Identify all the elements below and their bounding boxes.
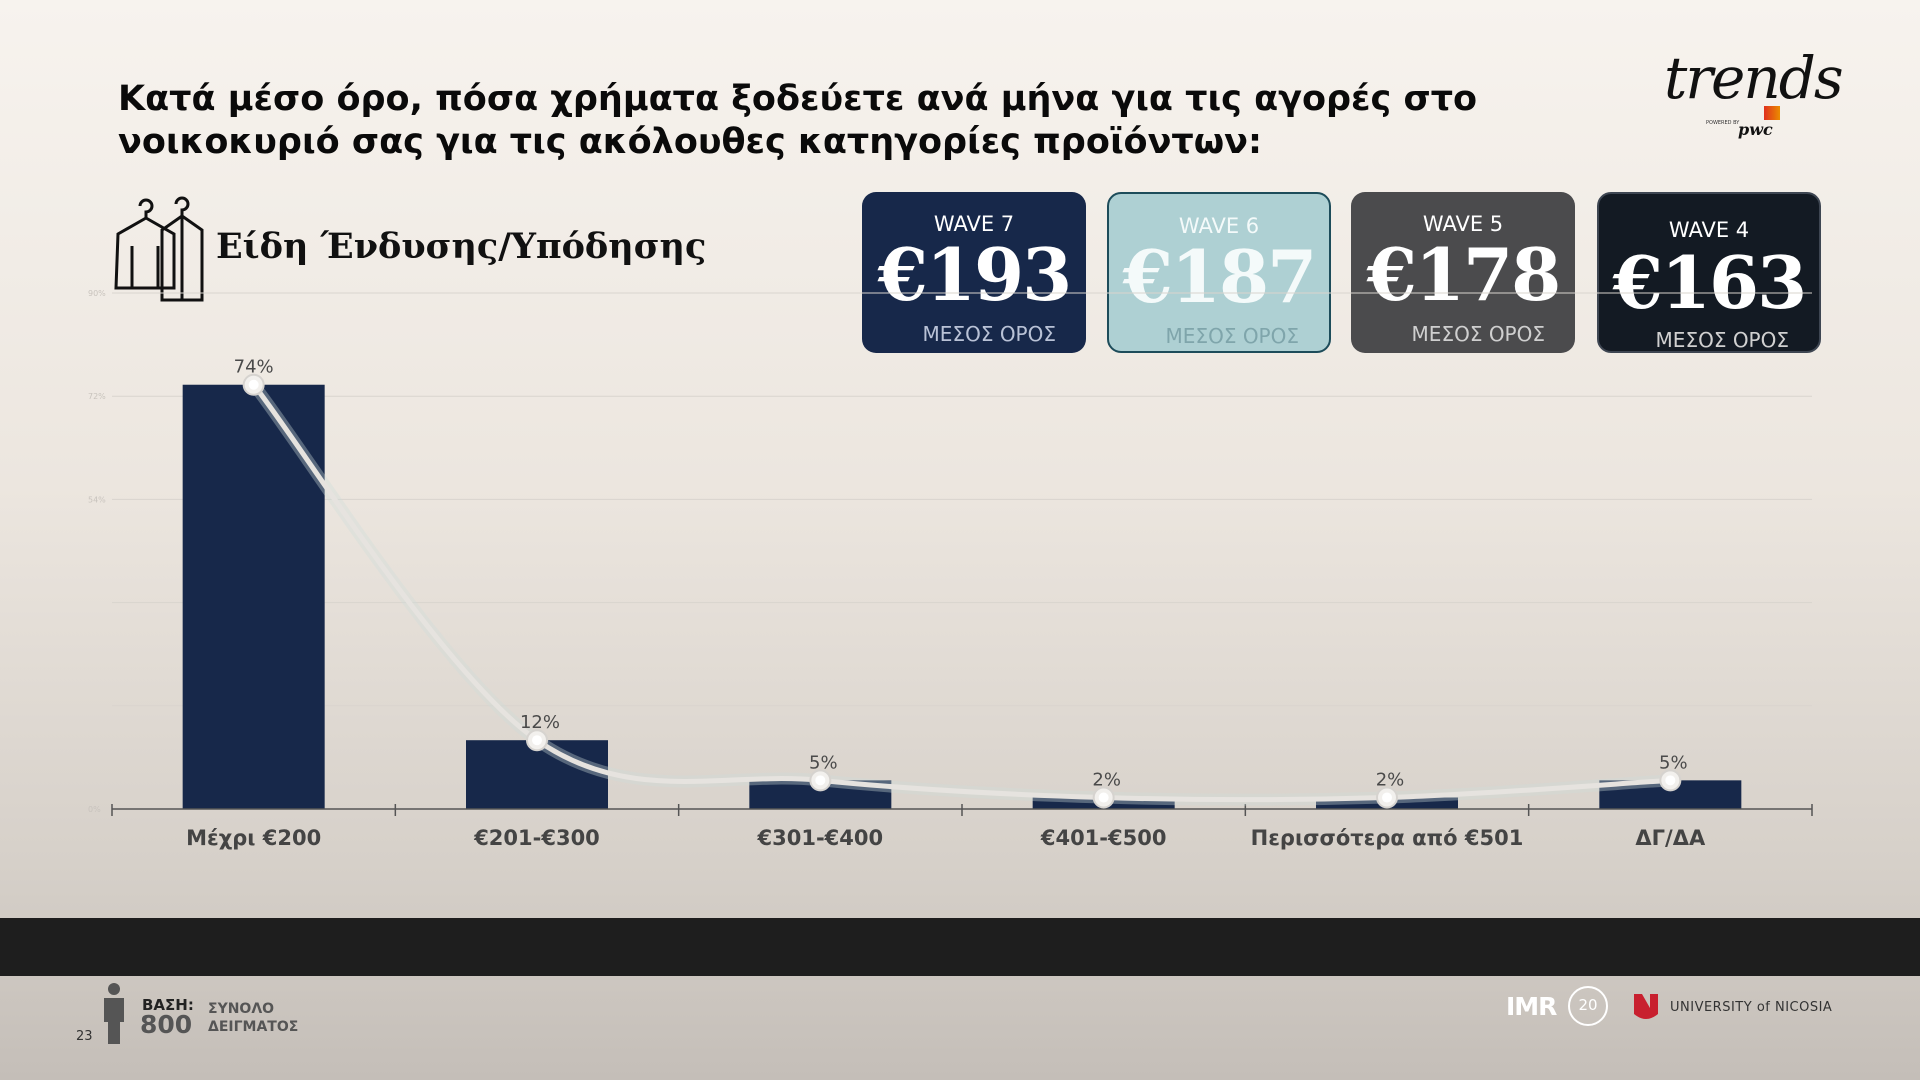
wave-sub-label: ΜΕΣΟΣ ΟΡΟΣ bbox=[922, 322, 1056, 346]
data-labels: 74% 12% 5% 2% 2% 5% bbox=[234, 357, 1688, 791]
trend-point-core bbox=[1098, 792, 1109, 803]
grid-lines: 0% 54% 72% 90% bbox=[88, 289, 1812, 814]
data-label: 5% bbox=[1659, 752, 1688, 773]
wave-4-card: WAVE 4 €163 ΜΕΣΟΣ ΟΡΟΣ bbox=[1597, 192, 1821, 353]
trend-point-core bbox=[815, 775, 826, 786]
footer-band bbox=[0, 918, 1920, 976]
data-label: 2% bbox=[1092, 770, 1121, 791]
bar-chart: 0% 54% 72% 90% Μέχρι €200 €201-€300 €301-€400… bbox=[88, 289, 1813, 850]
wave-sub-label: ΜΕΣΟΣ ΟΡΟΣ bbox=[1165, 324, 1299, 348]
x-tick-label: ΔΓ/ΔΑ bbox=[1635, 826, 1706, 850]
university-shield-icon bbox=[1634, 994, 1658, 1019]
university-name: UNIVERSITY of NICOSIA bbox=[1670, 1000, 1833, 1015]
y-tick-label: 54% bbox=[88, 495, 106, 504]
powered-by-text: POWERED BY bbox=[1706, 120, 1740, 126]
wave-average-value: €163 bbox=[1612, 240, 1807, 325]
bar bbox=[182, 384, 325, 809]
base-label: ΒΑΣΗ: bbox=[142, 996, 194, 1014]
y-tick-label: 72% bbox=[88, 392, 106, 401]
wave-average-value: €193 bbox=[877, 232, 1072, 317]
trend-point-core bbox=[1665, 775, 1676, 786]
x-tick-label: €301-€400 bbox=[757, 826, 884, 850]
base-count: 800 bbox=[140, 1010, 193, 1039]
x-axis: Μέχρι €200 €201-€300 €301-€400 €401-€500 Περ… bbox=[111, 804, 1813, 850]
category-label: Είδη Ένδυσης/Υπόδησης bbox=[216, 226, 707, 267]
wave-average-value: €187 bbox=[1122, 234, 1317, 319]
wave-6-card: WAVE 6 €187 ΜΕΣΟΣ ΟΡΟΣ bbox=[1107, 192, 1331, 353]
data-label: 2% bbox=[1376, 770, 1405, 791]
base-description-line-1: ΣΥΝΟΛΟ bbox=[208, 1001, 275, 1017]
wave-label: WAVE 4 bbox=[1668, 218, 1750, 242]
wave-average-value: €178 bbox=[1366, 232, 1561, 317]
wave-label: WAVE 6 bbox=[1178, 214, 1260, 238]
imr-logo: IMR 20 bbox=[1506, 986, 1614, 1030]
wave-sub-label: ΜΕΣΟΣ ΟΡΟΣ bbox=[1655, 328, 1789, 352]
trend-point-core bbox=[532, 735, 542, 746]
pwc-wordmark: pwc bbox=[1738, 120, 1773, 139]
data-label: 12% bbox=[520, 712, 560, 733]
data-label: 74% bbox=[234, 357, 274, 378]
pwc-mark-icon bbox=[1764, 106, 1780, 120]
base-description-line-2: ΔΕΙΓΜΑΤΟΣ bbox=[208, 1019, 299, 1035]
x-tick-label: Περισσότερα από €501 bbox=[1251, 826, 1524, 850]
page-number: 23 bbox=[76, 1029, 93, 1044]
bar bbox=[466, 740, 608, 809]
y-tick-label: 90% bbox=[88, 289, 106, 298]
base-description: ΣΥΝΟΛΟ ΔΕΙΓΜΑΤΟΣ bbox=[208, 1000, 298, 1036]
trend-point-core bbox=[1382, 792, 1392, 803]
wave-5-card: WAVE 5 €178 ΜΕΣΟΣ ΟΡΟΣ bbox=[1351, 192, 1575, 353]
x-tick-label: €401-€500 bbox=[1040, 826, 1167, 850]
y-tick-label: 0% bbox=[88, 805, 101, 814]
anniversary-badge-icon: 20 bbox=[1568, 986, 1608, 1026]
clothes-on-hangers-icon bbox=[114, 196, 204, 302]
data-label: 5% bbox=[809, 752, 838, 773]
wave-7-card: WAVE 7 €193 ΜΕΣΟΣ ΟΡΟΣ bbox=[862, 192, 1086, 353]
trend-line-path bbox=[251, 383, 1671, 803]
trend-line bbox=[242, 373, 1682, 809]
trends-wordmark: trends bbox=[1664, 44, 1844, 112]
person-icon bbox=[104, 983, 124, 1044]
wave-sub-label: ΜΕΣΟΣ ΟΡΟΣ bbox=[1411, 322, 1545, 346]
trends-pwc-logo: trends POWERED BY pwc bbox=[1660, 44, 1844, 144]
trend-point-core bbox=[248, 379, 259, 390]
bars bbox=[182, 384, 1742, 809]
x-tick-label: €201-€300 bbox=[473, 826, 600, 850]
x-tick-label: Μέχρι €200 bbox=[186, 826, 321, 850]
imr-wordmark: IMR bbox=[1506, 992, 1557, 1021]
trend-line-glow bbox=[248, 380, 1671, 806]
wave-label: WAVE 7 bbox=[933, 212, 1015, 236]
wave-label: WAVE 5 bbox=[1422, 212, 1504, 236]
page-title: Κατά μέσο όρο, πόσα χρήματα ξοδεύετε ανά… bbox=[118, 79, 1478, 162]
